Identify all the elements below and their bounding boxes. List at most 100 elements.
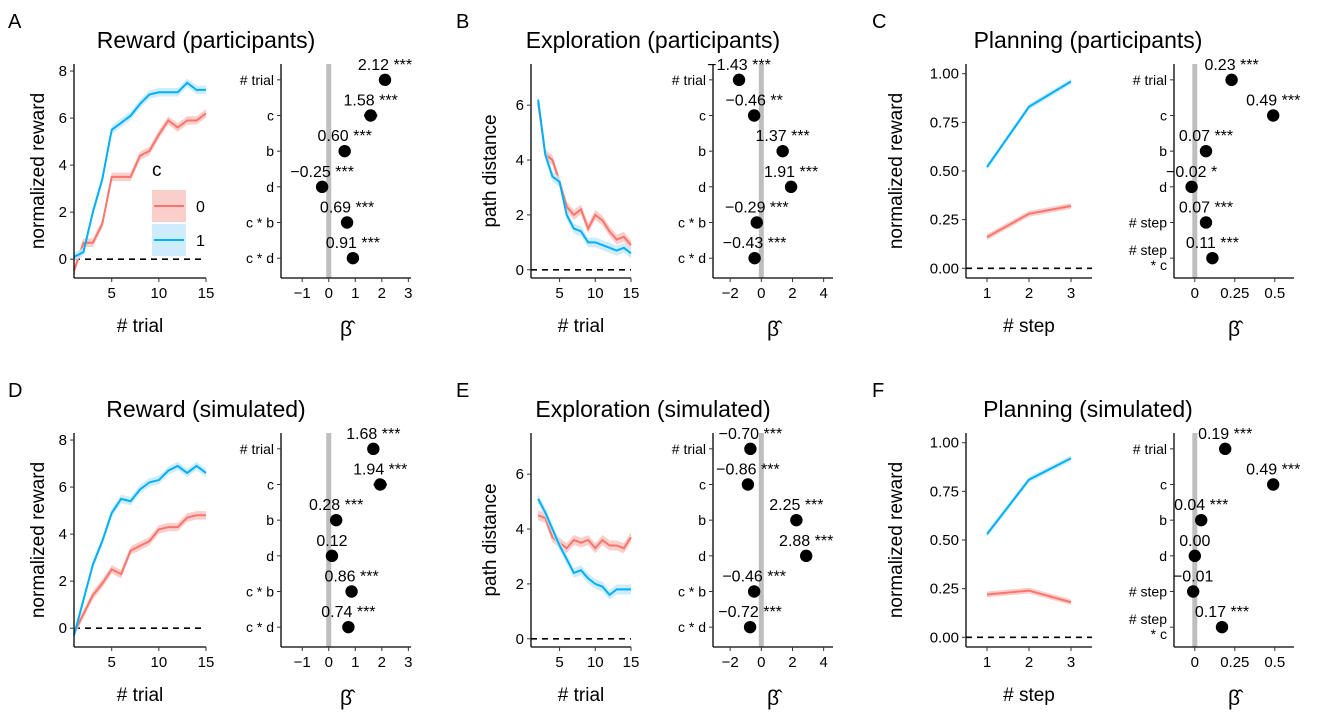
y-tick-label: 4: [516, 152, 524, 169]
x-tick-label: 2: [788, 285, 796, 302]
coef-point: [329, 513, 343, 527]
x-tick-label: 15: [623, 285, 640, 302]
coef-point: [1225, 73, 1238, 87]
category-label: c: [1160, 108, 1167, 124]
coef-point: [741, 478, 755, 491]
panel-letter: C: [872, 11, 886, 33]
series-ribbon: [74, 511, 206, 638]
category-label: c: [699, 108, 706, 124]
legend-label: 1: [196, 233, 205, 250]
coef-plot: # trial c b d c * b c * d 1.68 *** 1.94 *** 0.28…: [240, 426, 413, 710]
coef-label: 2.88 ***: [779, 533, 833, 550]
x-tick-label: 0: [757, 285, 765, 302]
coef-label: −0.86 ***: [716, 462, 780, 479]
series-line: [986, 205, 1072, 239]
coef-label: 0.00: [1179, 533, 1210, 550]
coef-label: 0.28 ***: [309, 497, 363, 514]
series-line: [537, 99, 632, 255]
coef-point: [338, 144, 351, 158]
x-axis-label: β̂: [340, 687, 356, 710]
x-tick-label: 2: [378, 285, 386, 302]
series-line: [986, 457, 1072, 535]
coef-point: [784, 180, 798, 194]
x-tick-label: 0.5: [1264, 285, 1285, 302]
category-label: c * d: [678, 619, 706, 635]
y-tick-label: 0.00: [930, 260, 959, 277]
x-tick-label: 3: [1067, 285, 1075, 302]
category-label: b: [266, 512, 274, 528]
x-tick-label: 2: [788, 654, 796, 671]
series-ribbon: [987, 455, 1071, 538]
coef-point: [748, 251, 761, 265]
series-line: [537, 514, 632, 550]
coef-point: [1199, 144, 1213, 158]
panel-title: Reward (participants): [97, 27, 316, 53]
panel-letter: A: [8, 11, 22, 33]
x-tick-label: 10: [151, 654, 168, 671]
y-tick-label: 4: [59, 526, 67, 543]
coef-label: 0.11 ***: [1186, 235, 1239, 252]
coef-label: 0.07 ***: [1179, 200, 1233, 217]
category-label: b: [1159, 512, 1167, 528]
category-label: b: [266, 143, 274, 159]
coef-label: 0.91 ***: [326, 235, 380, 252]
coef-label: 0.04 ***: [1174, 497, 1228, 514]
y-tick-label: 0: [59, 251, 67, 268]
coef-point: [1199, 216, 1213, 229]
coef-label: 0.07 ***: [1179, 128, 1233, 145]
x-tick-label: 1: [351, 285, 359, 302]
coef-point: [750, 216, 763, 229]
category-label: c: [267, 108, 274, 124]
category-label-line: * c: [1151, 257, 1167, 273]
x-tick-label: 15: [198, 654, 215, 671]
coef-point: [340, 216, 354, 229]
x-tick-label: 2: [1025, 654, 1033, 671]
coef-point: [1215, 620, 1229, 634]
coef-point: [1267, 478, 1280, 491]
coef-point: [345, 585, 358, 598]
category-label: c * b: [246, 215, 274, 231]
legend: c 0 1: [152, 160, 205, 256]
x-tick-label: −1: [294, 285, 311, 302]
coef-label: 0.23 ***: [1204, 57, 1258, 74]
coef-label: −0.46 **: [725, 93, 782, 110]
y-axis-label: normalized reward: [28, 462, 49, 618]
coef-point: [1188, 549, 1202, 563]
x-tick-label: 15: [198, 285, 215, 302]
coef-label: 0.19 ***: [1198, 426, 1252, 443]
x-axis-label: # step: [1003, 685, 1055, 706]
x-tick-label: 2: [1025, 285, 1033, 302]
x-axis-label: β̂: [340, 318, 356, 341]
y-tick-label: 6: [516, 466, 524, 483]
category-label: c: [1160, 477, 1167, 493]
y-tick-label: 2: [516, 576, 524, 593]
category-label: # trial: [240, 441, 274, 457]
x-tick-label: 10: [587, 285, 604, 302]
category-label: c * b: [246, 584, 274, 600]
coef-label: 0.49 ***: [1246, 93, 1300, 110]
y-tick-label: 4: [516, 521, 524, 538]
x-tick-label: 3: [404, 654, 412, 671]
coef-label: −0.02 *: [1166, 164, 1217, 181]
category-label: # step: [1129, 584, 1167, 600]
coef-label: 0.17 ***: [1195, 604, 1249, 621]
y-axis-label: path distance: [480, 483, 501, 596]
coef-point: [1195, 513, 1208, 527]
series-ribbon: [74, 78, 206, 262]
y-axis-label: normalized reward: [886, 462, 907, 618]
coef-point: [364, 109, 377, 122]
category-label: b: [698, 143, 706, 159]
y-axis-label: normalized reward: [28, 93, 49, 249]
x-tick-label: 4: [819, 285, 827, 302]
coef-point: [315, 180, 329, 194]
category-label: d: [266, 548, 274, 564]
x-axis-label: # trial: [117, 685, 163, 706]
coef-point: [1219, 442, 1232, 456]
coef-point: [1187, 585, 1200, 598]
y-tick-label: 1.00: [930, 66, 959, 83]
y-tick-label: 0.50: [930, 532, 959, 549]
category-label-line: # step: [1129, 242, 1167, 258]
coef-point: [799, 549, 813, 563]
